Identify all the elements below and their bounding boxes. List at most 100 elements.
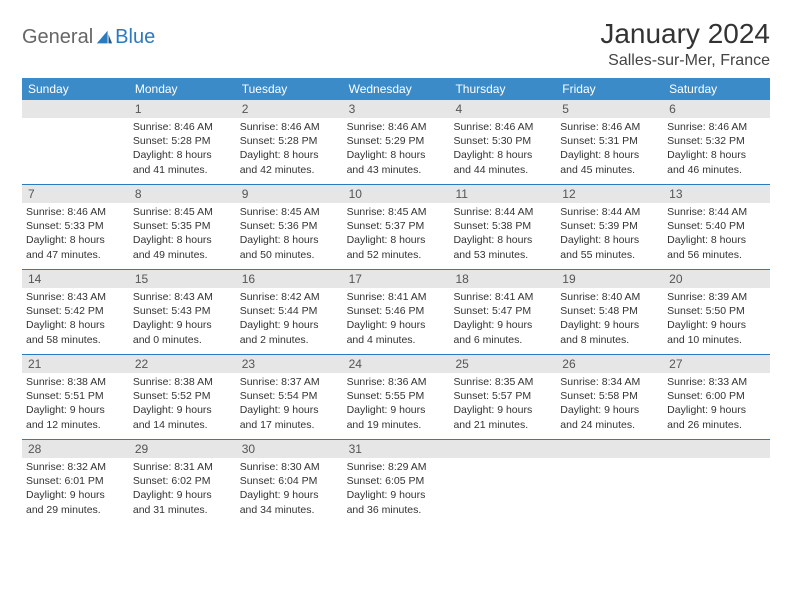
day-body: Sunrise: 8:35 AMSunset: 5:57 PMDaylight:… xyxy=(449,373,556,436)
day-number: 29 xyxy=(129,440,236,458)
day-body: Sunrise: 8:40 AMSunset: 5:48 PMDaylight:… xyxy=(556,288,663,351)
sunset-text: Sunset: 6:00 PM xyxy=(667,389,766,403)
calendar-day: 18Sunrise: 8:41 AMSunset: 5:47 PMDayligh… xyxy=(449,270,556,354)
sunrise-text: Sunrise: 8:45 AM xyxy=(133,205,232,219)
day-number: 26 xyxy=(556,355,663,373)
day-number: 18 xyxy=(449,270,556,288)
day-number: 14 xyxy=(22,270,129,288)
day-body: Sunrise: 8:41 AMSunset: 5:47 PMDaylight:… xyxy=(449,288,556,351)
day-body: Sunrise: 8:41 AMSunset: 5:46 PMDaylight:… xyxy=(343,288,450,351)
calendar-day: 29Sunrise: 8:31 AMSunset: 6:02 PMDayligh… xyxy=(129,440,236,524)
day-number: 27 xyxy=(663,355,770,373)
daylight-text: Daylight: 8 hours and 55 minutes. xyxy=(560,233,659,261)
sunset-text: Sunset: 5:42 PM xyxy=(26,304,125,318)
calendar-day: 14Sunrise: 8:43 AMSunset: 5:42 PMDayligh… xyxy=(22,270,129,354)
sunset-text: Sunset: 6:05 PM xyxy=(347,474,446,488)
calendar-day: 31Sunrise: 8:29 AMSunset: 6:05 PMDayligh… xyxy=(343,440,450,524)
day-number: 17 xyxy=(343,270,450,288)
calendar-day: 10Sunrise: 8:45 AMSunset: 5:37 PMDayligh… xyxy=(343,185,450,269)
day-number: 23 xyxy=(236,355,343,373)
sunrise-text: Sunrise: 8:45 AM xyxy=(347,205,446,219)
day-number xyxy=(449,440,556,458)
sunset-text: Sunset: 5:28 PM xyxy=(240,134,339,148)
day-number: 13 xyxy=(663,185,770,203)
day-body: Sunrise: 8:42 AMSunset: 5:44 PMDaylight:… xyxy=(236,288,343,351)
day-number: 7 xyxy=(22,185,129,203)
calendar-day: 5Sunrise: 8:46 AMSunset: 5:31 PMDaylight… xyxy=(556,100,663,184)
dow-monday: Monday xyxy=(129,78,236,100)
day-body: Sunrise: 8:46 AMSunset: 5:33 PMDaylight:… xyxy=(22,203,129,266)
sunset-text: Sunset: 5:50 PM xyxy=(667,304,766,318)
sunset-text: Sunset: 6:01 PM xyxy=(26,474,125,488)
day-body: Sunrise: 8:46 AMSunset: 5:32 PMDaylight:… xyxy=(663,118,770,181)
day-number: 21 xyxy=(22,355,129,373)
daylight-text: Daylight: 8 hours and 56 minutes. xyxy=(667,233,766,261)
sunrise-text: Sunrise: 8:38 AM xyxy=(133,375,232,389)
calendar-day: 21Sunrise: 8:38 AMSunset: 5:51 PMDayligh… xyxy=(22,355,129,439)
calendar: Sunday Monday Tuesday Wednesday Thursday… xyxy=(22,78,770,524)
sunrise-text: Sunrise: 8:43 AM xyxy=(133,290,232,304)
day-body: Sunrise: 8:46 AMSunset: 5:28 PMDaylight:… xyxy=(129,118,236,181)
day-body: Sunrise: 8:39 AMSunset: 5:50 PMDaylight:… xyxy=(663,288,770,351)
sunset-text: Sunset: 5:36 PM xyxy=(240,219,339,233)
daylight-text: Daylight: 8 hours and 42 minutes. xyxy=(240,148,339,176)
daylight-text: Daylight: 9 hours and 14 minutes. xyxy=(133,403,232,431)
sunrise-text: Sunrise: 8:46 AM xyxy=(240,120,339,134)
day-body: Sunrise: 8:46 AMSunset: 5:29 PMDaylight:… xyxy=(343,118,450,181)
daylight-text: Daylight: 9 hours and 8 minutes. xyxy=(560,318,659,346)
calendar-day xyxy=(449,440,556,524)
day-number: 25 xyxy=(449,355,556,373)
day-body: Sunrise: 8:30 AMSunset: 6:04 PMDaylight:… xyxy=(236,458,343,521)
day-number: 8 xyxy=(129,185,236,203)
day-body: Sunrise: 8:34 AMSunset: 5:58 PMDaylight:… xyxy=(556,373,663,436)
sunrise-text: Sunrise: 8:45 AM xyxy=(240,205,339,219)
day-body: Sunrise: 8:29 AMSunset: 6:05 PMDaylight:… xyxy=(343,458,450,521)
sunset-text: Sunset: 5:48 PM xyxy=(560,304,659,318)
daylight-text: Daylight: 8 hours and 58 minutes. xyxy=(26,318,125,346)
calendar-day: 19Sunrise: 8:40 AMSunset: 5:48 PMDayligh… xyxy=(556,270,663,354)
day-number: 16 xyxy=(236,270,343,288)
sunset-text: Sunset: 6:02 PM xyxy=(133,474,232,488)
day-body: Sunrise: 8:45 AMSunset: 5:37 PMDaylight:… xyxy=(343,203,450,266)
calendar-day: 4Sunrise: 8:46 AMSunset: 5:30 PMDaylight… xyxy=(449,100,556,184)
sunset-text: Sunset: 5:57 PM xyxy=(453,389,552,403)
sunset-text: Sunset: 5:58 PM xyxy=(560,389,659,403)
logo-text-blue: Blue xyxy=(115,26,155,49)
sunset-text: Sunset: 5:31 PM xyxy=(560,134,659,148)
daylight-text: Daylight: 8 hours and 43 minutes. xyxy=(347,148,446,176)
sunset-text: Sunset: 5:40 PM xyxy=(667,219,766,233)
day-number: 22 xyxy=(129,355,236,373)
daylight-text: Daylight: 9 hours and 12 minutes. xyxy=(26,403,125,431)
dow-wednesday: Wednesday xyxy=(343,78,450,100)
daylight-text: Daylight: 9 hours and 10 minutes. xyxy=(667,318,766,346)
sunrise-text: Sunrise: 8:32 AM xyxy=(26,460,125,474)
sunset-text: Sunset: 6:04 PM xyxy=(240,474,339,488)
day-number: 31 xyxy=(343,440,450,458)
sunrise-text: Sunrise: 8:46 AM xyxy=(667,120,766,134)
calendar-day: 9Sunrise: 8:45 AMSunset: 5:36 PMDaylight… xyxy=(236,185,343,269)
logo: General Blue xyxy=(22,18,155,49)
calendar-week: 1Sunrise: 8:46 AMSunset: 5:28 PMDaylight… xyxy=(22,100,770,185)
daylight-text: Daylight: 8 hours and 49 minutes. xyxy=(133,233,232,261)
sunset-text: Sunset: 5:32 PM xyxy=(667,134,766,148)
daylight-text: Daylight: 9 hours and 19 minutes. xyxy=(347,403,446,431)
sunset-text: Sunset: 5:52 PM xyxy=(133,389,232,403)
calendar-day: 28Sunrise: 8:32 AMSunset: 6:01 PMDayligh… xyxy=(22,440,129,524)
daylight-text: Daylight: 8 hours and 46 minutes. xyxy=(667,148,766,176)
location: Salles-sur-Mer, France xyxy=(600,52,770,70)
sunrise-text: Sunrise: 8:29 AM xyxy=(347,460,446,474)
sunrise-text: Sunrise: 8:31 AM xyxy=(133,460,232,474)
dow-tuesday: Tuesday xyxy=(236,78,343,100)
sunset-text: Sunset: 5:35 PM xyxy=(133,219,232,233)
day-number: 1 xyxy=(129,100,236,118)
day-body: Sunrise: 8:43 AMSunset: 5:42 PMDaylight:… xyxy=(22,288,129,351)
sunset-text: Sunset: 5:44 PM xyxy=(240,304,339,318)
month-title: January 2024 xyxy=(600,18,770,50)
day-number: 30 xyxy=(236,440,343,458)
day-body: Sunrise: 8:36 AMSunset: 5:55 PMDaylight:… xyxy=(343,373,450,436)
sunset-text: Sunset: 5:29 PM xyxy=(347,134,446,148)
sunset-text: Sunset: 5:38 PM xyxy=(453,219,552,233)
calendar-day: 17Sunrise: 8:41 AMSunset: 5:46 PMDayligh… xyxy=(343,270,450,354)
day-number: 6 xyxy=(663,100,770,118)
daylight-text: Daylight: 9 hours and 36 minutes. xyxy=(347,488,446,516)
